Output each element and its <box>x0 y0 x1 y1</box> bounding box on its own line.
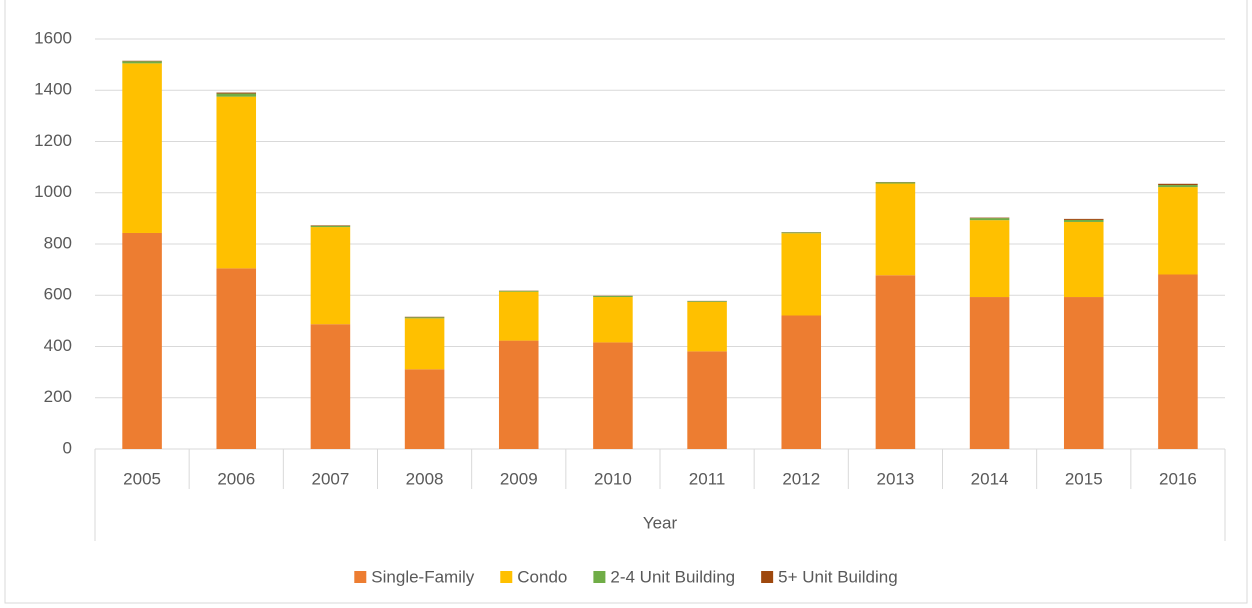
y-tick-label: 400 <box>44 336 72 355</box>
bar-segment <box>310 324 351 449</box>
x-tick-label: 2012 <box>782 469 820 488</box>
bar-segment <box>687 351 727 449</box>
bar-segment <box>498 340 539 449</box>
x-tick-label: 2010 <box>594 469 632 488</box>
bar-segment <box>593 342 633 449</box>
bar-segment <box>875 182 916 184</box>
bar-segment <box>498 291 539 341</box>
bar-segment <box>310 225 351 226</box>
x-tick-label: 2014 <box>971 469 1009 488</box>
y-tick-label: 0 <box>63 438 72 457</box>
bar-segment <box>687 301 727 352</box>
bar-segment <box>1063 221 1104 298</box>
y-tick-label: 1000 <box>34 182 72 201</box>
legend-swatch <box>593 571 606 583</box>
bar-segment <box>969 297 1010 449</box>
y-tick-label: 800 <box>44 233 72 252</box>
legend-label: 5+ Unit Building <box>778 567 898 586</box>
bar-segment <box>687 301 727 302</box>
bar-segment <box>1063 297 1104 449</box>
y-tick-label: 1400 <box>34 80 72 99</box>
bar-segment <box>310 227 351 325</box>
x-tick-label: 2007 <box>312 469 350 488</box>
bar-segment <box>875 275 916 449</box>
bar-segment <box>122 61 162 64</box>
x-tick-label: 2006 <box>217 469 255 488</box>
bar-segment <box>781 233 822 316</box>
bar-segment <box>1158 185 1198 188</box>
legend-swatch <box>761 571 774 583</box>
bar-segment <box>498 290 539 292</box>
bar-segment <box>781 315 822 449</box>
bar-segment <box>781 232 822 234</box>
bar-segment <box>593 296 633 298</box>
x-tick-label: 2008 <box>406 469 444 488</box>
bar-segment <box>1158 274 1198 449</box>
bar-segment <box>969 218 1010 221</box>
x-tick-label: 2013 <box>877 469 915 488</box>
legend-swatch <box>500 571 513 583</box>
bar-segment <box>404 317 445 319</box>
y-tick-label: 600 <box>44 285 72 304</box>
bar-segment <box>216 268 257 449</box>
legend-label: 2-4 Unit Building <box>610 567 735 586</box>
x-tick-label: 2011 <box>689 469 726 488</box>
bar-segment <box>122 232 162 449</box>
legend-swatch <box>354 571 367 583</box>
legend-label: Single-Family <box>371 567 474 586</box>
bar-segment <box>969 220 1010 298</box>
bar-segment <box>216 93 257 97</box>
bar-segment <box>122 63 162 233</box>
x-tick-label: 2016 <box>1159 469 1197 488</box>
bar-segment <box>1158 187 1198 275</box>
x-tick-label: 2005 <box>123 469 161 488</box>
x-tick-label: 2009 <box>500 469 538 488</box>
bar-segment <box>216 92 257 94</box>
bar-segment <box>310 225 351 228</box>
bar-segment <box>875 183 916 276</box>
x-tick-label: 2015 <box>1065 469 1103 488</box>
bar-segment <box>404 318 445 370</box>
bar-segment <box>404 316 445 318</box>
bar-segment <box>404 369 445 449</box>
bar-segment <box>1063 219 1104 222</box>
bar-segment <box>122 60 162 62</box>
bar-segment <box>1158 183 1198 186</box>
x-axis-label: Year <box>643 513 678 532</box>
y-tick-label: 1600 <box>34 28 72 47</box>
bar-segment <box>1063 218 1104 220</box>
bar-segment <box>593 297 633 343</box>
bar-segment <box>969 217 1010 219</box>
bar-segment <box>216 96 257 269</box>
legend-label: Condo <box>517 567 567 586</box>
y-tick-label: 200 <box>44 387 72 406</box>
y-tick-label: 1200 <box>34 131 72 150</box>
